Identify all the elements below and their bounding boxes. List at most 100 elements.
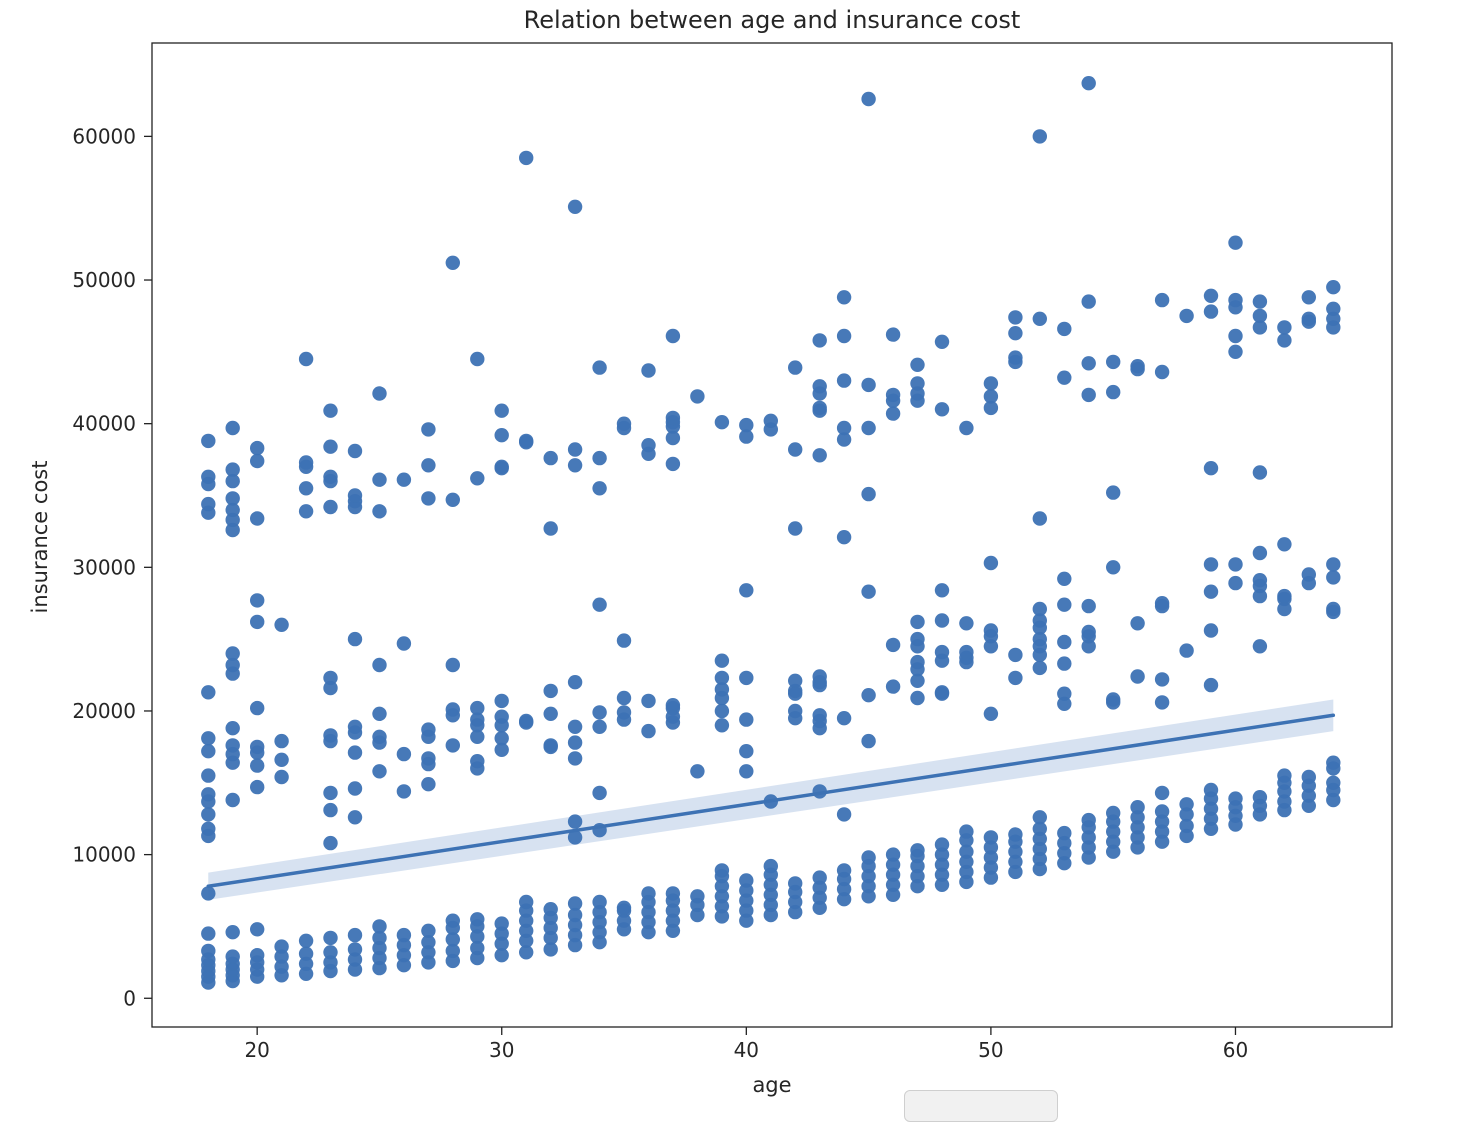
data-point — [836, 432, 852, 447]
data-point — [421, 751, 436, 766]
data-point — [1106, 824, 1121, 839]
data-point — [1008, 310, 1023, 325]
data-point — [421, 722, 436, 737]
data-point — [1179, 818, 1194, 834]
tooltip-button[interactable] — [904, 1090, 1058, 1122]
data-point — [1252, 320, 1268, 335]
data-point — [1203, 461, 1219, 476]
data-point — [836, 881, 852, 897]
chart-title: Relation between age and insurance cost — [524, 6, 1021, 34]
data-point — [372, 504, 387, 519]
data-point — [323, 945, 338, 960]
data-point — [1032, 851, 1048, 867]
data-point — [934, 857, 950, 872]
data-point — [665, 698, 681, 713]
data-point — [1326, 601, 1341, 617]
data-point — [1154, 834, 1170, 849]
data-point — [1008, 647, 1023, 663]
data-point — [959, 420, 974, 436]
data-point — [1032, 821, 1048, 836]
data-point — [1081, 356, 1096, 371]
data-point — [470, 929, 485, 944]
data-point — [421, 923, 436, 938]
y-tick-label: 30000 — [72, 555, 136, 579]
data-point — [592, 481, 607, 496]
data-point — [763, 858, 778, 874]
data-points — [201, 76, 1341, 990]
data-point — [543, 902, 558, 917]
data-point — [347, 488, 363, 503]
data-point — [543, 920, 558, 936]
data-point — [1179, 828, 1194, 844]
data-point — [616, 900, 632, 915]
data-point — [250, 440, 265, 456]
data-point — [567, 830, 583, 845]
data-point — [739, 873, 754, 888]
data-point — [1179, 797, 1194, 812]
data-point — [274, 752, 289, 767]
data-point — [714, 889, 730, 904]
data-point — [836, 420, 852, 436]
data-point — [1277, 768, 1292, 783]
data-point — [250, 739, 265, 755]
data-point — [372, 950, 387, 966]
data-point — [739, 883, 754, 898]
data-point — [885, 327, 901, 342]
data-point — [959, 644, 974, 660]
data-point — [934, 867, 950, 882]
data-point — [983, 389, 999, 404]
data-point — [372, 706, 387, 721]
data-point — [519, 713, 534, 729]
data-point — [1130, 820, 1145, 835]
data-point — [1326, 301, 1341, 316]
data-point — [347, 781, 363, 796]
data-point — [1106, 834, 1121, 849]
data-point — [592, 719, 607, 734]
data-point — [983, 850, 999, 865]
data-point — [567, 896, 583, 911]
data-point — [1008, 864, 1023, 880]
data-point — [763, 413, 778, 428]
data-point — [421, 935, 436, 950]
data-point — [665, 913, 681, 928]
data-point — [885, 387, 901, 403]
data-point — [396, 927, 412, 943]
data-point — [714, 653, 730, 668]
data-point — [665, 410, 681, 426]
data-point — [347, 745, 363, 760]
data-point — [445, 943, 460, 959]
data-point — [836, 328, 852, 344]
data-point — [910, 357, 925, 372]
data-point — [812, 400, 827, 416]
data-point — [641, 886, 656, 901]
data-point — [250, 593, 265, 608]
data-point — [1057, 696, 1072, 711]
data-point — [739, 583, 754, 598]
data-point — [519, 913, 534, 928]
data-point — [274, 959, 289, 974]
data-point — [983, 639, 999, 654]
data-point — [1032, 631, 1048, 647]
data-point — [323, 670, 338, 686]
data-point — [372, 940, 387, 956]
data-point — [1032, 511, 1048, 526]
data-point — [959, 616, 974, 631]
data-point — [1081, 639, 1096, 654]
data-point — [1106, 354, 1121, 370]
data-point — [494, 936, 509, 951]
data-point — [885, 887, 901, 902]
data-point — [788, 904, 803, 920]
data-point — [763, 877, 778, 892]
data-point — [983, 623, 999, 638]
data-point — [739, 744, 754, 759]
data-point — [1130, 359, 1145, 374]
data-point — [1057, 571, 1072, 586]
data-point — [372, 472, 387, 487]
data-point — [543, 738, 558, 753]
data-point — [714, 899, 730, 914]
data-point — [739, 670, 754, 686]
data-point — [885, 857, 901, 872]
data-point — [1326, 557, 1341, 572]
data-point — [861, 688, 876, 703]
data-point — [763, 887, 778, 902]
